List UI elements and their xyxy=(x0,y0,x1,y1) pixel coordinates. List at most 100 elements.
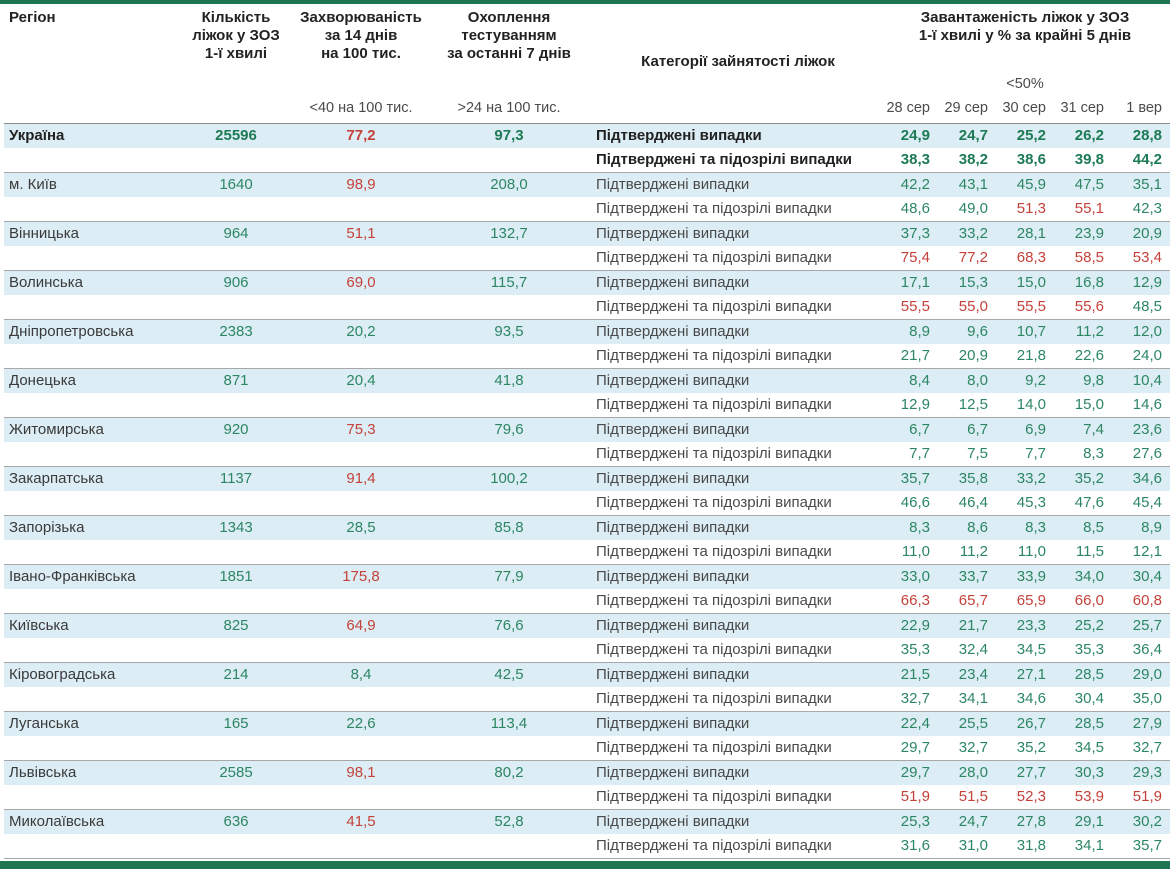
incidence-value: 51,1 xyxy=(346,225,376,242)
region-block: Дніпропетровська 2383 20,2 93,5 Підтверд… xyxy=(4,320,1170,369)
occupancy-value: 23,6 xyxy=(1132,421,1162,438)
occupancy-value: 34,5 xyxy=(1074,739,1104,756)
occupancy-value: 37,3 xyxy=(900,225,930,242)
occupancy-value: 12,5 xyxy=(958,396,988,413)
occupancy-value: 6,7 xyxy=(967,421,988,438)
region-row-suspected: Підтверджені та підозрілі випадки 38,3 38… xyxy=(4,148,1170,172)
occupancy-value: 35,8 xyxy=(958,470,988,487)
occupancy-value: 6,9 xyxy=(1025,421,1046,438)
occupancy-value: 25,3 xyxy=(900,813,930,830)
occupancy-value: 20,9 xyxy=(958,347,988,364)
occupancy-value: 33,9 xyxy=(1016,568,1046,585)
occupancy-value: 48,6 xyxy=(900,200,930,217)
occupancy-value: 26,7 xyxy=(1016,715,1046,732)
occupancy-value: 15,0 xyxy=(1016,274,1046,291)
region-row-suspected: Підтверджені та підозрілі випадки 35,3 32… xyxy=(4,638,1170,662)
occupancy-value: 10,4 xyxy=(1132,372,1162,389)
occupancy-value: 34,0 xyxy=(1074,568,1104,585)
category-label-confirmed: Підтверджені випадки xyxy=(596,372,750,389)
occupancy-value: 30,4 xyxy=(1132,568,1162,585)
region-block: Україна 25596 77,2 97,3 Підтверджені вип… xyxy=(4,124,1170,173)
date-column-label: 28 сер xyxy=(886,100,930,116)
date-column-label: 29 сер xyxy=(944,100,988,116)
occupancy-value: 24,0 xyxy=(1132,347,1162,364)
occupancy-value: 32,4 xyxy=(958,641,988,658)
occupancy-value: 58,5 xyxy=(1074,249,1104,266)
incidence-value: 98,1 xyxy=(346,764,376,781)
occupancy-value: 38,2 xyxy=(958,151,988,168)
region-row-confirmed: м. Київ 1640 98,9 208,0 Підтверджені вип… xyxy=(4,173,1170,197)
occupancy-value: 8,6 xyxy=(967,519,988,536)
occupancy-value: 8,3 xyxy=(1025,519,1046,536)
occupancy-value: 42,3 xyxy=(1132,200,1162,217)
region-row-confirmed: Волинська 906 69,0 115,7 Підтверджені ви… xyxy=(4,271,1170,295)
occupancy-value: 27,6 xyxy=(1132,445,1162,462)
occupancy-value: 27,9 xyxy=(1132,715,1162,732)
category-label-confirmed: Підтверджені випадки xyxy=(596,176,750,193)
occupancy-value: 28,0 xyxy=(958,764,988,781)
beds-count: 25596 xyxy=(215,127,257,144)
region-row-confirmed: Вінницька 964 51,1 132,7 Підтверджені ви… xyxy=(4,222,1170,246)
occupancy-value: 35,1 xyxy=(1132,176,1162,193)
region-name: Київська xyxy=(9,617,69,634)
region-block: Миколаївська 636 41,5 52,8 Підтверджені … xyxy=(4,810,1170,859)
category-label-suspected: Підтверджені та підозрілі випадки xyxy=(596,788,832,805)
occupancy-value: 32,7 xyxy=(900,690,930,707)
occupancy-value: 38,3 xyxy=(900,151,930,168)
table-body: Україна 25596 77,2 97,3 Підтверджені вип… xyxy=(4,124,1170,859)
occupancy-value: 33,0 xyxy=(900,568,930,585)
beds-count: 825 xyxy=(223,617,249,634)
region-block: Київська 825 64,9 76,6 Підтверджені випа… xyxy=(4,614,1170,663)
occupancy-value: 11,5 xyxy=(1075,543,1104,560)
date-column-label: 1 вер xyxy=(1126,100,1162,116)
occupancy-value: 28,1 xyxy=(1016,225,1046,242)
region-row-suspected: Підтверджені та підозрілі випадки 66,3 65… xyxy=(4,589,1170,613)
occupancy-value: 21,7 xyxy=(900,347,930,364)
occupancy-value: 49,0 xyxy=(958,200,988,217)
incidence-value: 22,6 xyxy=(346,715,376,732)
testing-value: 93,5 xyxy=(494,323,524,340)
incidence-value: 77,2 xyxy=(346,127,376,144)
occupancy-value: 66,0 xyxy=(1074,592,1104,609)
incidence-value: 175,8 xyxy=(342,568,380,585)
occupancy-value: 24,7 xyxy=(958,813,988,830)
occupancy-value: 35,2 xyxy=(1074,470,1104,487)
occupancy-value: 12,9 xyxy=(1132,274,1162,291)
category-label-suspected: Підтверджені та підозрілі випадки xyxy=(596,200,832,217)
beds-count: 1851 xyxy=(219,568,253,585)
incidence-threshold-label: <40 на 100 тис. xyxy=(309,100,413,116)
occupancy-value: 27,8 xyxy=(1016,813,1046,830)
incidence-value: 64,9 xyxy=(346,617,376,634)
category-label-confirmed: Підтверджені випадки xyxy=(596,568,750,585)
incidence-value: 20,4 xyxy=(346,372,376,389)
occupancy-value: 29,7 xyxy=(900,764,930,781)
category-label-suspected: Підтверджені та підозрілі випадки xyxy=(596,739,832,756)
region-block: Вінницька 964 51,1 132,7 Підтверджені ви… xyxy=(4,222,1170,271)
beds-count: 906 xyxy=(223,274,249,291)
occupancy-value: 14,0 xyxy=(1016,396,1046,413)
region-block: Запорізька 1343 28,5 85,8 Підтверджені в… xyxy=(4,516,1170,565)
region-row-suspected: Підтверджені та підозрілі випадки 29,7 32… xyxy=(4,736,1170,760)
occupancy-value: 43,1 xyxy=(958,176,988,193)
occupancy-value: 42,2 xyxy=(900,176,930,193)
region-block: Житомирська 920 75,3 79,6 Підтверджені в… xyxy=(4,418,1170,467)
testing-value: 80,2 xyxy=(494,764,524,781)
region-name: Закарпатська xyxy=(9,470,104,487)
occupancy-value: 8,3 xyxy=(1083,445,1104,462)
region-row-suspected: Підтверджені та підозрілі випадки 55,5 55… xyxy=(4,295,1170,319)
occupancy-value: 25,5 xyxy=(958,715,988,732)
occupancy-value: 52,3 xyxy=(1016,788,1046,805)
occupancy-value: 55,0 xyxy=(958,298,988,315)
category-label-suspected: Підтверджені та підозрілі випадки xyxy=(596,151,852,168)
occupancy-value: 45,3 xyxy=(1016,494,1046,511)
top-green-bar xyxy=(0,0,1170,4)
occupancy-value: 12,1 xyxy=(1132,543,1162,560)
occupancy-value: 25,7 xyxy=(1132,617,1162,634)
occupancy-value: 16,8 xyxy=(1074,274,1104,291)
occupancy-value: 15,3 xyxy=(958,274,988,291)
category-label-confirmed: Підтверджені випадки xyxy=(596,421,750,438)
column-header-category: Категорії зайнятості ліжок xyxy=(641,53,835,70)
testing-value: 79,6 xyxy=(494,421,524,438)
occupancy-value: 29,7 xyxy=(900,739,930,756)
